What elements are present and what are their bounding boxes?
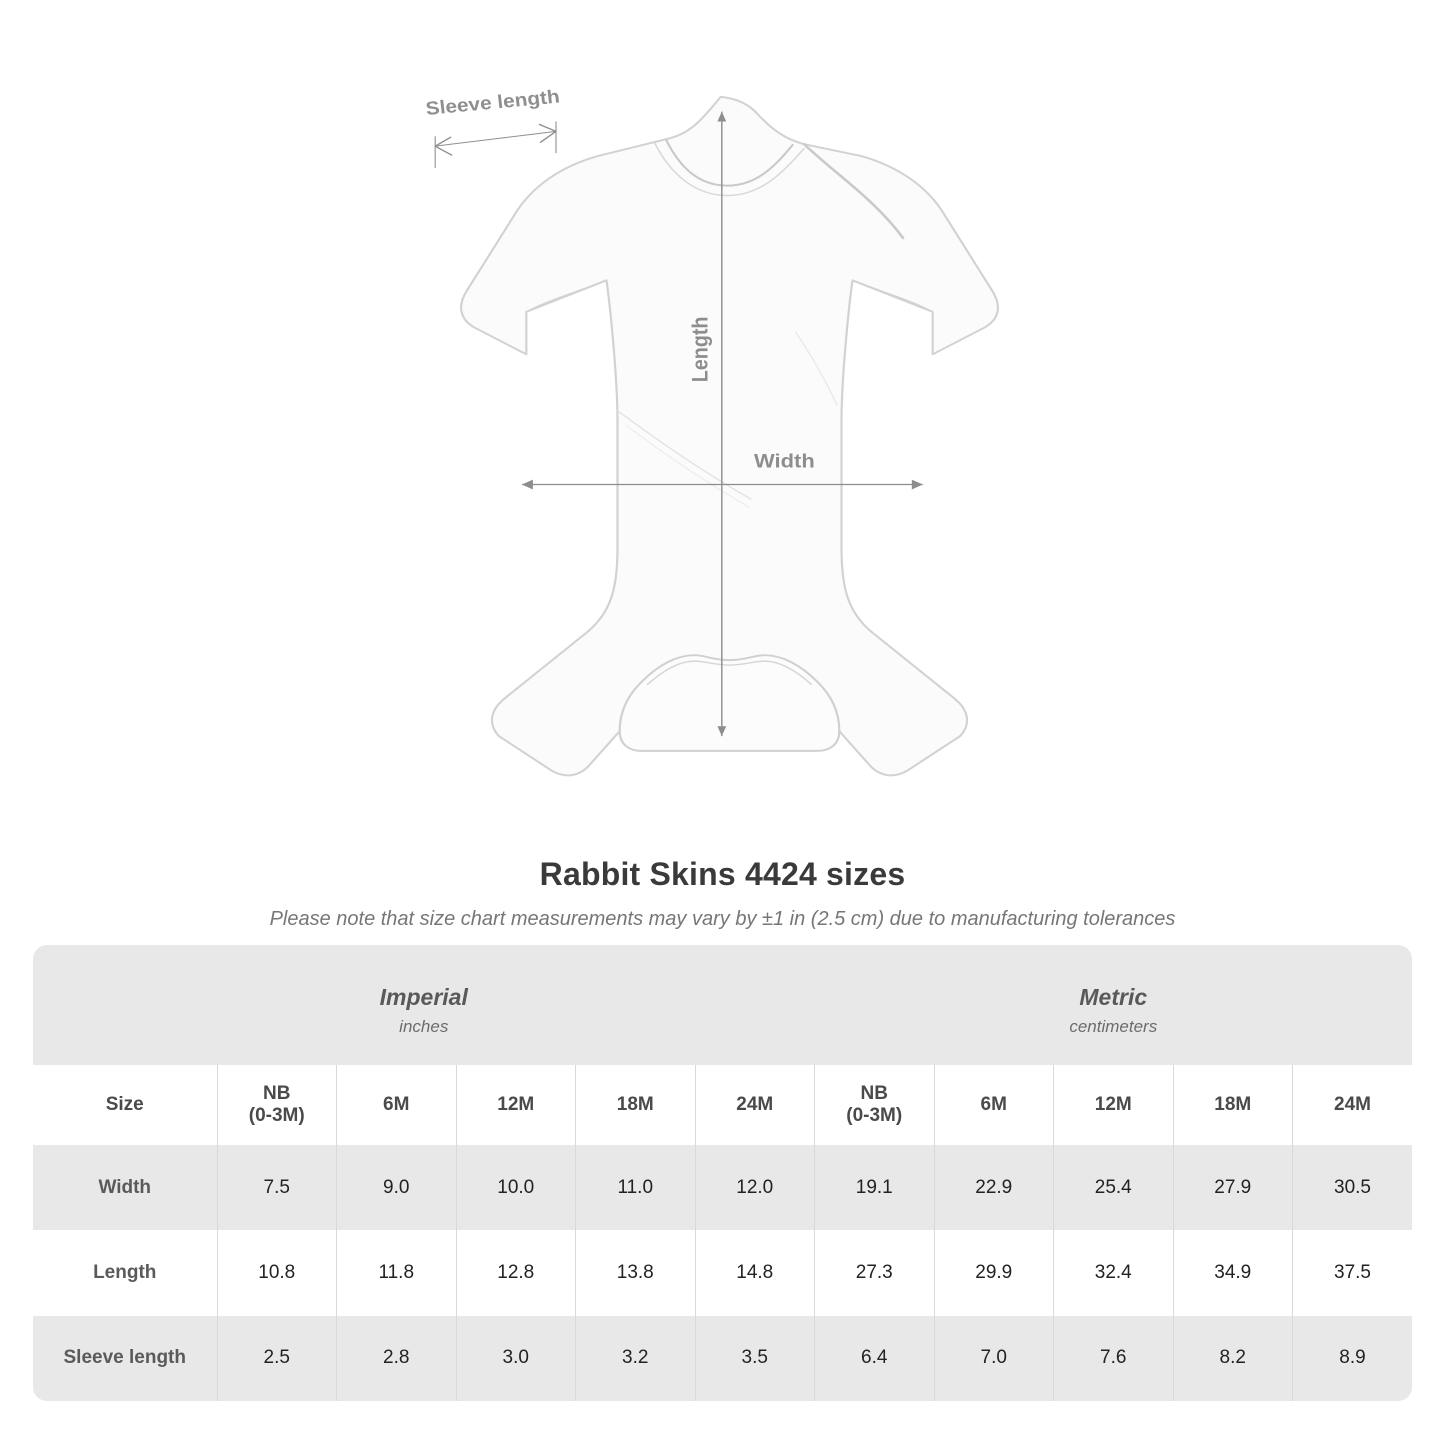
svg-text:Sleeve length: Sleeve length (425, 86, 561, 119)
svg-text:Width: Width (754, 451, 815, 473)
svg-text:Length: Length (689, 317, 713, 383)
